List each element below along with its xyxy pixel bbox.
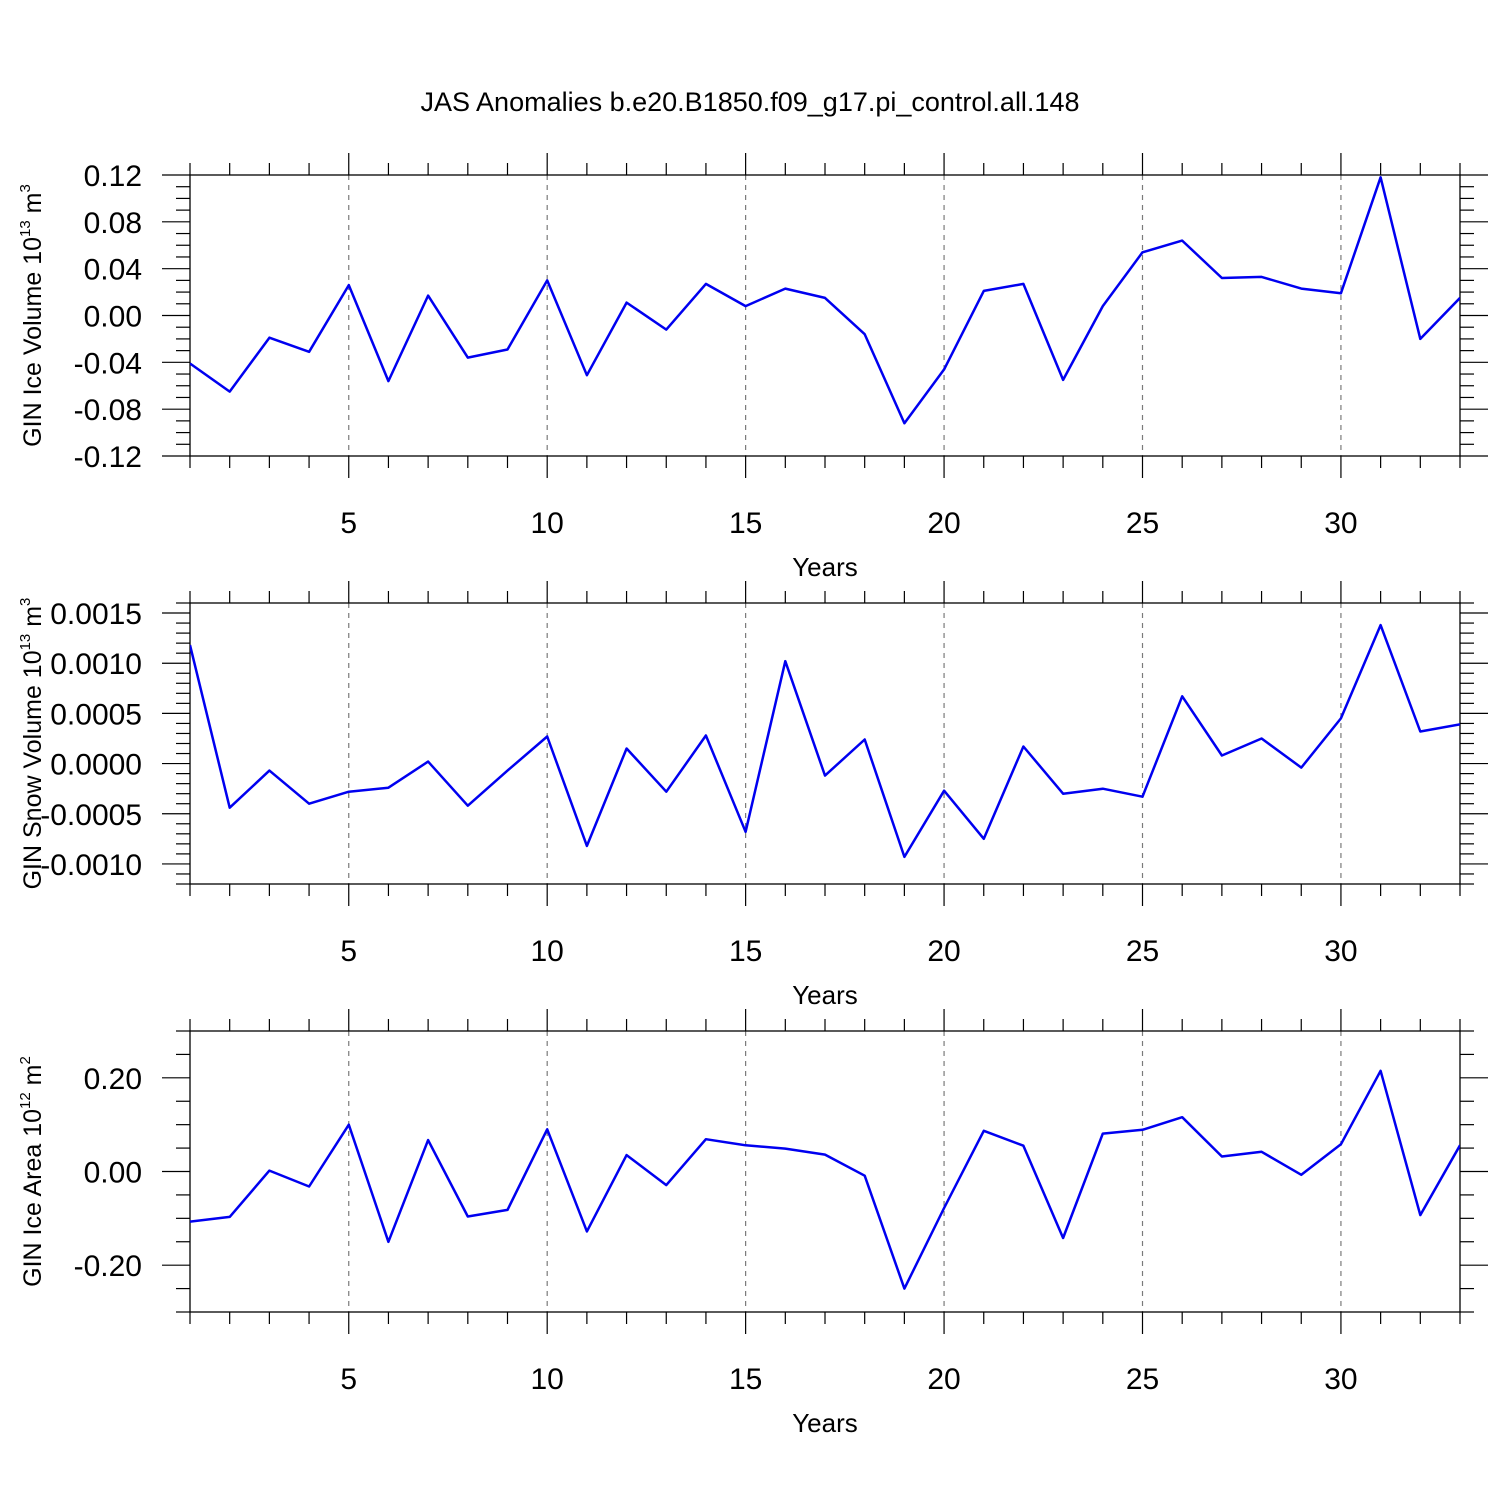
y-axis-label-exponent: 12 bbox=[17, 1092, 34, 1109]
x-axis-label: Years bbox=[792, 552, 858, 582]
panel-3: -0.20 0.00 0.20 5 10 15 20 25 30 Years GIN Ice Are… bbox=[17, 1009, 1488, 1438]
y-tick-label: 0.20 bbox=[84, 1063, 142, 1096]
y-axis-label-unit: m bbox=[19, 606, 47, 634]
x-axis-label: Years bbox=[792, 980, 858, 1010]
plot-frame bbox=[189, 174, 1461, 457]
x-tick-label: 25 bbox=[1126, 1363, 1159, 1396]
x-tick-label: 10 bbox=[531, 507, 564, 540]
x-tick-label: 5 bbox=[340, 1363, 357, 1396]
y-tick-label: -0.08 bbox=[74, 394, 142, 427]
y-axis-label-main: GIN Ice Area 10 bbox=[19, 1109, 47, 1287]
y-tick-label: -0.0010 bbox=[40, 849, 142, 882]
y-axis-label-exponent: 13 bbox=[17, 220, 34, 237]
series-line bbox=[190, 1069, 1460, 1290]
y-axis-label-exponent: 13 bbox=[17, 634, 34, 651]
x-tick-label: 10 bbox=[531, 935, 564, 968]
y-axis-label-unit-exponent: 3 bbox=[17, 184, 34, 192]
x-tick-label: 5 bbox=[340, 935, 357, 968]
y-tick-label: 0.0005 bbox=[50, 698, 142, 731]
y-tick-label: 0.00 bbox=[84, 1157, 142, 1190]
y-axis-label: GIN Ice Volume 1013 m3 bbox=[17, 184, 47, 447]
x-tick-label: 30 bbox=[1324, 935, 1357, 968]
plot-frame bbox=[189, 1030, 1461, 1313]
y-tick-label: 0.0010 bbox=[50, 648, 142, 681]
panel-1: -0.12 -0.08 -0.04 0.00 0.04 0.08 0.12 5 10 15 20 25… bbox=[17, 153, 1488, 582]
y-tick-label: 0.08 bbox=[84, 207, 142, 240]
y-tick-label: -0.04 bbox=[74, 347, 142, 380]
x-tick-label: 30 bbox=[1324, 507, 1357, 540]
chart-title: JAS Anomalies b.e20.B1850.f09_g17.pi_con… bbox=[421, 87, 1080, 117]
y-axis-label-unit-exponent: 3 bbox=[17, 598, 34, 606]
series-line bbox=[190, 623, 1460, 859]
x-tick-label: 5 bbox=[340, 507, 357, 540]
y-tick-label: -0.0005 bbox=[40, 799, 142, 832]
y-axis-label-main: GIN Snow Volume 10 bbox=[19, 650, 47, 889]
y-axis-label: GIN Snow Volume 1013 m3 bbox=[17, 598, 47, 890]
series-line bbox=[190, 176, 1460, 425]
x-tick-label: 20 bbox=[927, 507, 960, 540]
y-axis-label-unit: m bbox=[19, 193, 47, 221]
y-tick-label: -0.12 bbox=[74, 441, 142, 474]
x-tick-label: 25 bbox=[1126, 507, 1159, 540]
x-tick-label: 15 bbox=[729, 1363, 762, 1396]
y-axis-label-unit: m bbox=[19, 1065, 47, 1093]
panel-2: -0.0010 -0.0005 0.0000 0.0005 0.0010 0.0015 5 1… bbox=[17, 581, 1488, 1010]
x-tick-label: 15 bbox=[729, 507, 762, 540]
x-tick-label: 15 bbox=[729, 935, 762, 968]
y-tick-label: 0.0015 bbox=[50, 598, 142, 631]
y-tick-label: 0.04 bbox=[84, 254, 142, 287]
y-axis-label: GIN Ice Area 1012 m2 bbox=[17, 1056, 47, 1287]
x-tick-label: 10 bbox=[531, 1363, 564, 1396]
y-tick-label: 0.0000 bbox=[50, 749, 142, 782]
y-axis-label-unit-exponent: 2 bbox=[17, 1056, 34, 1064]
y-tick-label: 0.00 bbox=[84, 301, 142, 334]
y-axis-label-main: GIN Ice Volume 10 bbox=[19, 237, 47, 447]
y-tick-label: 0.12 bbox=[84, 160, 142, 193]
x-tick-label: 25 bbox=[1126, 935, 1159, 968]
y-tick-label: -0.20 bbox=[74, 1250, 142, 1283]
x-tick-label: 20 bbox=[927, 935, 960, 968]
x-tick-label: 20 bbox=[927, 1363, 960, 1396]
x-tick-label: 30 bbox=[1324, 1363, 1357, 1396]
x-axis-label: Years bbox=[792, 1408, 858, 1438]
